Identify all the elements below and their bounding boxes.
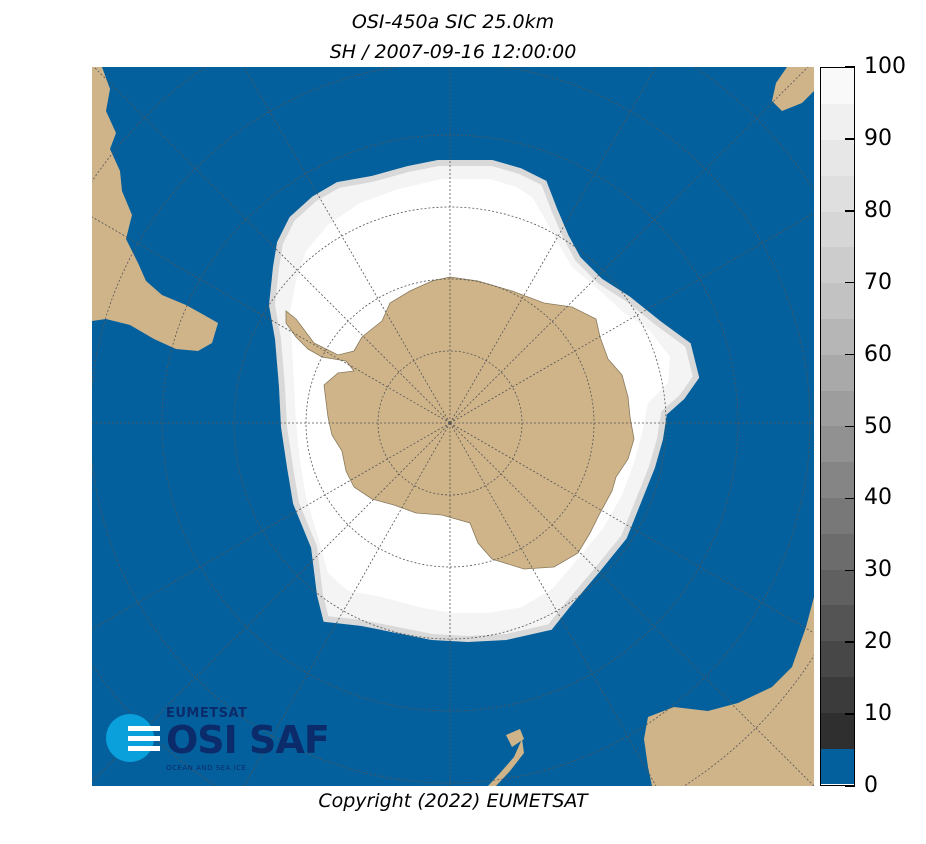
colorbar-tick [845,66,855,68]
colorbar-band [821,354,854,391]
colorbar [820,67,855,786]
colorbar-tick [845,138,855,140]
graticule [92,67,814,786]
colorbar-tick [845,425,855,428]
colorbar-tick-label: 40 [864,485,892,511]
land-africa [772,67,814,111]
sea-ice-map [92,67,814,786]
land-australia [644,597,814,786]
colorbar-tick-label: 20 [864,629,892,655]
colorbar-tick [845,569,855,572]
polar-stereographic-map [92,67,814,786]
colorbar-band [821,390,854,427]
colorbar-tick [845,785,855,787]
colorbar-tick [845,641,855,643]
colorbar-tick [845,713,855,715]
map-title: OSI-450a SIC 25.0km [351,11,555,33]
colorbar-band [821,175,854,212]
colorbar-tick-label: 0 [864,773,878,798]
colorbar-band [821,318,854,355]
colorbar-band [821,676,854,713]
colorbar-tick-label: 100 [864,54,906,79]
colorbar-band [821,139,854,176]
colorbar-band [821,426,854,463]
colorbar-band [821,103,854,141]
colorbar-band [821,282,854,320]
copyright: Copyright (2022) EUMETSAT [318,790,588,812]
colorbar-tick [845,210,855,212]
land-south-america [92,67,218,351]
colorbar-band [821,461,854,499]
colorbar-tick [845,497,855,500]
osi-saf-logo: EUMETSAT OSI SAF OCEAN AND SEA ICE [104,704,334,780]
logo-tagline: OCEAN AND SEA ICE [166,764,247,772]
logo-osi-saf: OSI SAF [166,718,330,762]
colorbar-band [821,247,854,284]
map-subtitle: SH / 2007-09-16 12:00:00 [329,41,577,63]
colorbar-band [821,497,854,534]
colorbar-tick-label: 50 [864,413,892,439]
colorbar-band [821,748,854,785]
land-nz-south-island [506,729,524,747]
colorbar-band [821,640,854,678]
logo-eumetsat: EUMETSAT [166,706,248,721]
colorbar-tick-label: 90 [864,125,892,151]
colorbar-tick-label: 60 [864,341,892,367]
land-new-zealand [488,739,524,786]
colorbar-band [821,712,854,749]
colorbar-tick [845,353,855,356]
colorbar-band [821,569,854,606]
logo-globe-icon [106,714,160,762]
colorbar-tick-label: 10 [864,701,892,727]
colorbar-tick [845,281,855,284]
colorbar-tick-label: 70 [864,269,892,295]
colorbar-band [821,68,854,105]
colorbar-band [821,605,854,642]
colorbar-tick-label: 80 [864,197,892,223]
colorbar-tick-label: 30 [864,557,892,583]
colorbar-band [821,533,854,570]
colorbar-band [821,211,854,248]
